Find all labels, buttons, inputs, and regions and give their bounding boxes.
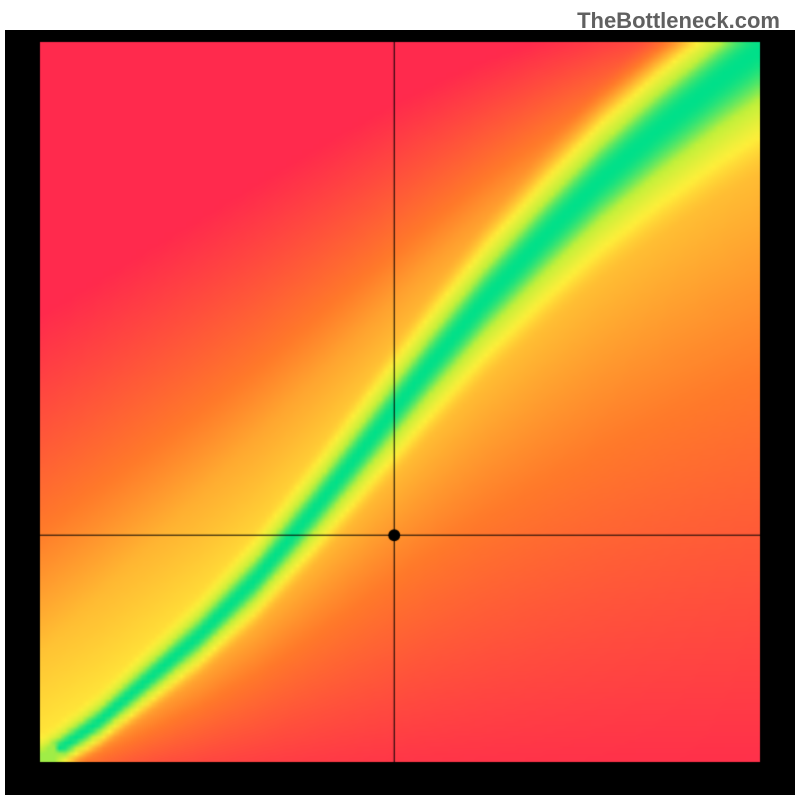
chart-frame bbox=[5, 30, 795, 795]
watermark-text: TheBottleneck.com bbox=[577, 8, 780, 34]
heatmap-canvas bbox=[5, 30, 795, 795]
root: TheBottleneck.com bbox=[0, 0, 800, 800]
